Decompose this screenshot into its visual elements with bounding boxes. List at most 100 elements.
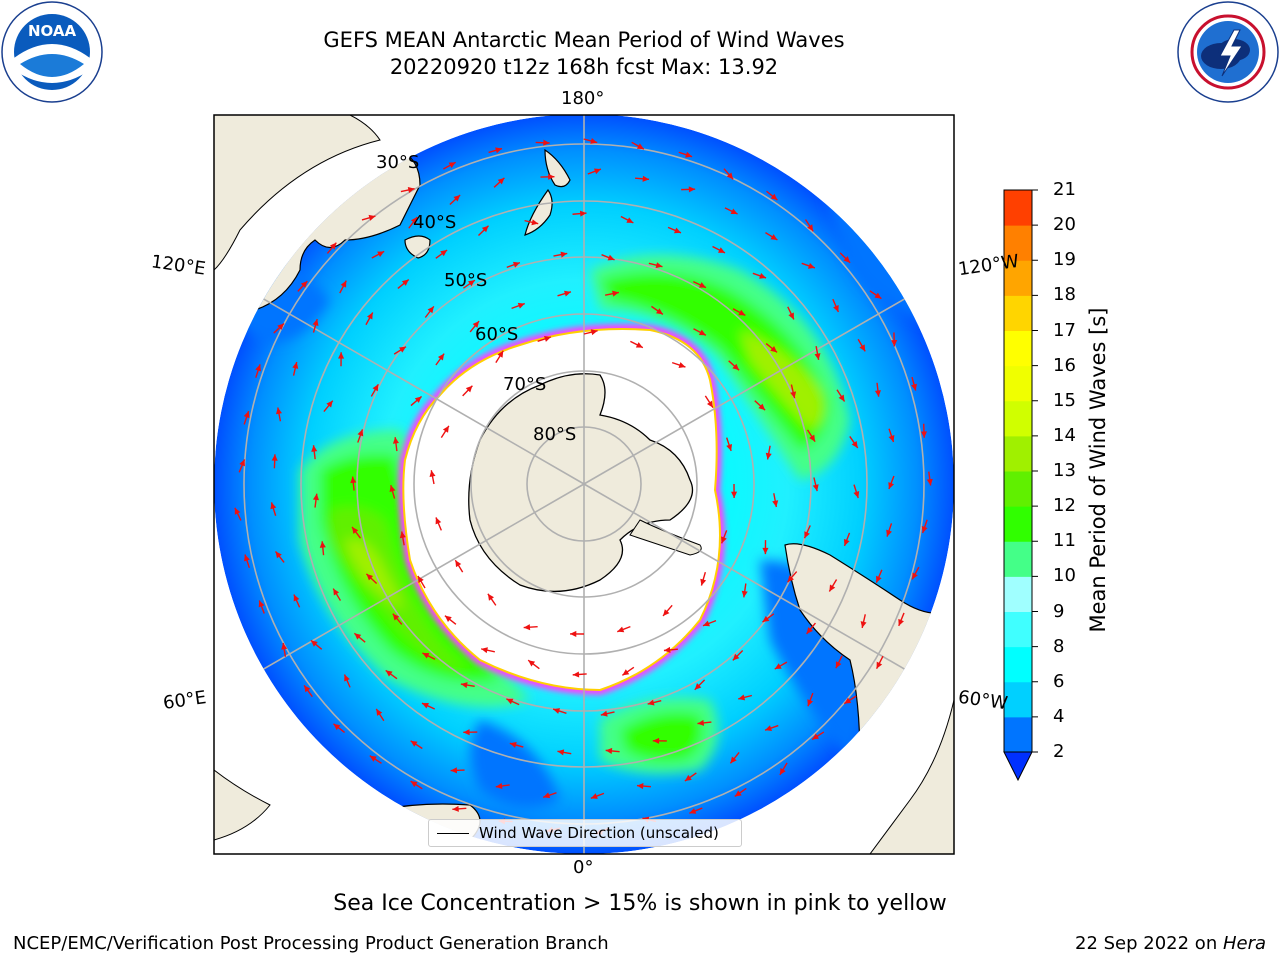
wave-direction-arrow bbox=[765, 445, 772, 460]
wave-direction-arrow bbox=[410, 740, 423, 750]
wave-direction-arrow bbox=[537, 336, 552, 343]
wave-direction-arrow bbox=[764, 724, 779, 731]
wave-direction-arrow bbox=[270, 502, 277, 516]
wave-direction-arrow bbox=[542, 792, 557, 799]
wave-direction-arrow bbox=[662, 604, 673, 617]
wave-direction-arrow bbox=[292, 361, 299, 376]
wave-direction-arrow bbox=[408, 216, 418, 229]
wave-direction-arrow bbox=[694, 679, 706, 691]
colorbar-tick-label: 16 bbox=[1053, 354, 1076, 376]
wave-direction-arrow bbox=[836, 389, 846, 402]
wave-direction-arrow bbox=[926, 471, 933, 486]
wave-direction-arrow bbox=[857, 338, 866, 352]
wave-direction-arrow bbox=[684, 772, 697, 782]
wave-direction-arrow bbox=[803, 525, 811, 539]
wave-direction-arrow bbox=[511, 302, 525, 310]
wave-direction-arrow bbox=[663, 646, 678, 653]
meridian-line bbox=[583, 273, 949, 485]
date-line: 22 Sep 2022 on Hera bbox=[1075, 933, 1266, 954]
chart-subtitle: 20220920 t12z 168h fcst Max: 13.92 bbox=[389, 55, 779, 79]
colorbar-segment bbox=[1004, 260, 1032, 296]
colorbar-tick-label: 14 bbox=[1053, 424, 1076, 446]
wave-direction-arrow bbox=[557, 290, 572, 297]
wave-direction-arrow bbox=[460, 682, 475, 689]
land-mass bbox=[214, 115, 381, 271]
meridian-line bbox=[219, 483, 585, 695]
wave-direction-arrow bbox=[323, 400, 334, 412]
wave-direction-arrow bbox=[319, 541, 326, 556]
wave-direction-arrow bbox=[720, 530, 728, 544]
colorbar-tick-label: 20 bbox=[1053, 214, 1076, 236]
wave-direction-arrow bbox=[667, 226, 682, 234]
wave-direction-arrow bbox=[631, 141, 645, 150]
wave-direction-arrow bbox=[365, 312, 374, 326]
wave-direction-arrow bbox=[435, 249, 448, 259]
legend-label: Wind Wave Direction (unscaled) bbox=[479, 824, 719, 842]
wave-direction-arrow bbox=[801, 262, 816, 269]
wave-direction-arrow bbox=[724, 207, 738, 215]
wave-direction-arrow bbox=[843, 532, 851, 547]
wave-direction-arrow bbox=[369, 755, 382, 764]
colorbar-segment bbox=[1004, 506, 1032, 542]
wave-direction-arrow bbox=[385, 669, 398, 680]
map-legend: Wind Wave Direction (unscaled) bbox=[428, 819, 742, 847]
colorbar-segment bbox=[1004, 365, 1032, 402]
date-text: 22 Sep 2022 on bbox=[1075, 933, 1223, 954]
wave-direction-arrow bbox=[375, 708, 385, 722]
wave-direction-arrow bbox=[765, 343, 778, 353]
wave-direction-arrow bbox=[557, 749, 572, 756]
wave-direction-arrow bbox=[790, 384, 797, 399]
colorbar-tick-label: 21 bbox=[1053, 179, 1076, 200]
colorbar-tick-label: 10 bbox=[1053, 565, 1076, 587]
wave-direction-arrow bbox=[849, 436, 859, 449]
wave-direction-arrow bbox=[462, 385, 473, 397]
wave-direction-arrow bbox=[583, 138, 598, 144]
wave-direction-arrow bbox=[303, 684, 313, 698]
wave-period-zone bbox=[470, 720, 560, 808]
colorbar-segment bbox=[1004, 681, 1032, 718]
wave-direction-arrow bbox=[920, 423, 928, 438]
map-frame bbox=[213, 114, 955, 855]
wave-period-zone bbox=[600, 272, 830, 450]
wave-direction-arrow bbox=[487, 593, 497, 606]
wave-direction-arrow bbox=[392, 437, 399, 452]
colorbar-tick-label: 2 bbox=[1053, 741, 1065, 762]
wave-direction-arrow bbox=[689, 807, 703, 814]
wave-direction-arrow bbox=[693, 328, 707, 336]
wave-direction-arrow bbox=[310, 639, 323, 650]
colorbar bbox=[1003, 189, 1038, 782]
wave-direction-arrow bbox=[731, 483, 738, 499]
wave-direction-arrow bbox=[702, 619, 717, 627]
wave-direction-arrow bbox=[681, 186, 696, 193]
wave-direction-arrow bbox=[540, 173, 555, 180]
wave-direction-arrow bbox=[275, 407, 282, 422]
wave-direction-arrow bbox=[440, 425, 450, 439]
colorbar-segment bbox=[1004, 716, 1032, 753]
wave-direction-arrow bbox=[400, 187, 415, 193]
wave-direction-arrow bbox=[429, 470, 436, 485]
colorbar-segment bbox=[1004, 295, 1032, 331]
wave-direction-arrow bbox=[732, 308, 746, 317]
wave-direction-arrow bbox=[506, 261, 521, 269]
wave-direction-arrow bbox=[590, 792, 605, 799]
lat-label-30s: 30°S bbox=[376, 152, 420, 173]
lon-label-180: 180° bbox=[561, 88, 605, 109]
wave-direction-arrow bbox=[693, 281, 707, 289]
colorbar-label: Mean Period of Wind Waves [s] bbox=[1086, 307, 1110, 633]
wave-direction-arrow bbox=[835, 655, 843, 669]
wave-direction-arrow bbox=[524, 219, 539, 226]
chart-title: GEFS MEAN Antarctic Mean Period of Wind … bbox=[323, 28, 845, 52]
wave-direction-arrow bbox=[469, 320, 480, 333]
colorbar-segment bbox=[1004, 576, 1032, 612]
wave-direction-arrow bbox=[723, 168, 734, 180]
wave-direction-arrow bbox=[860, 614, 867, 629]
wave-direction-arrow bbox=[452, 805, 467, 812]
wave-direction-arrow bbox=[762, 613, 775, 623]
wave-direction-arrow bbox=[811, 731, 825, 741]
wave-direction-arrow bbox=[754, 400, 766, 411]
wave-direction-arrow bbox=[648, 262, 663, 269]
colorbar-tick-label: 12 bbox=[1053, 495, 1076, 517]
wave-direction-arrow bbox=[621, 666, 635, 676]
wave-direction-arrow bbox=[752, 272, 767, 279]
